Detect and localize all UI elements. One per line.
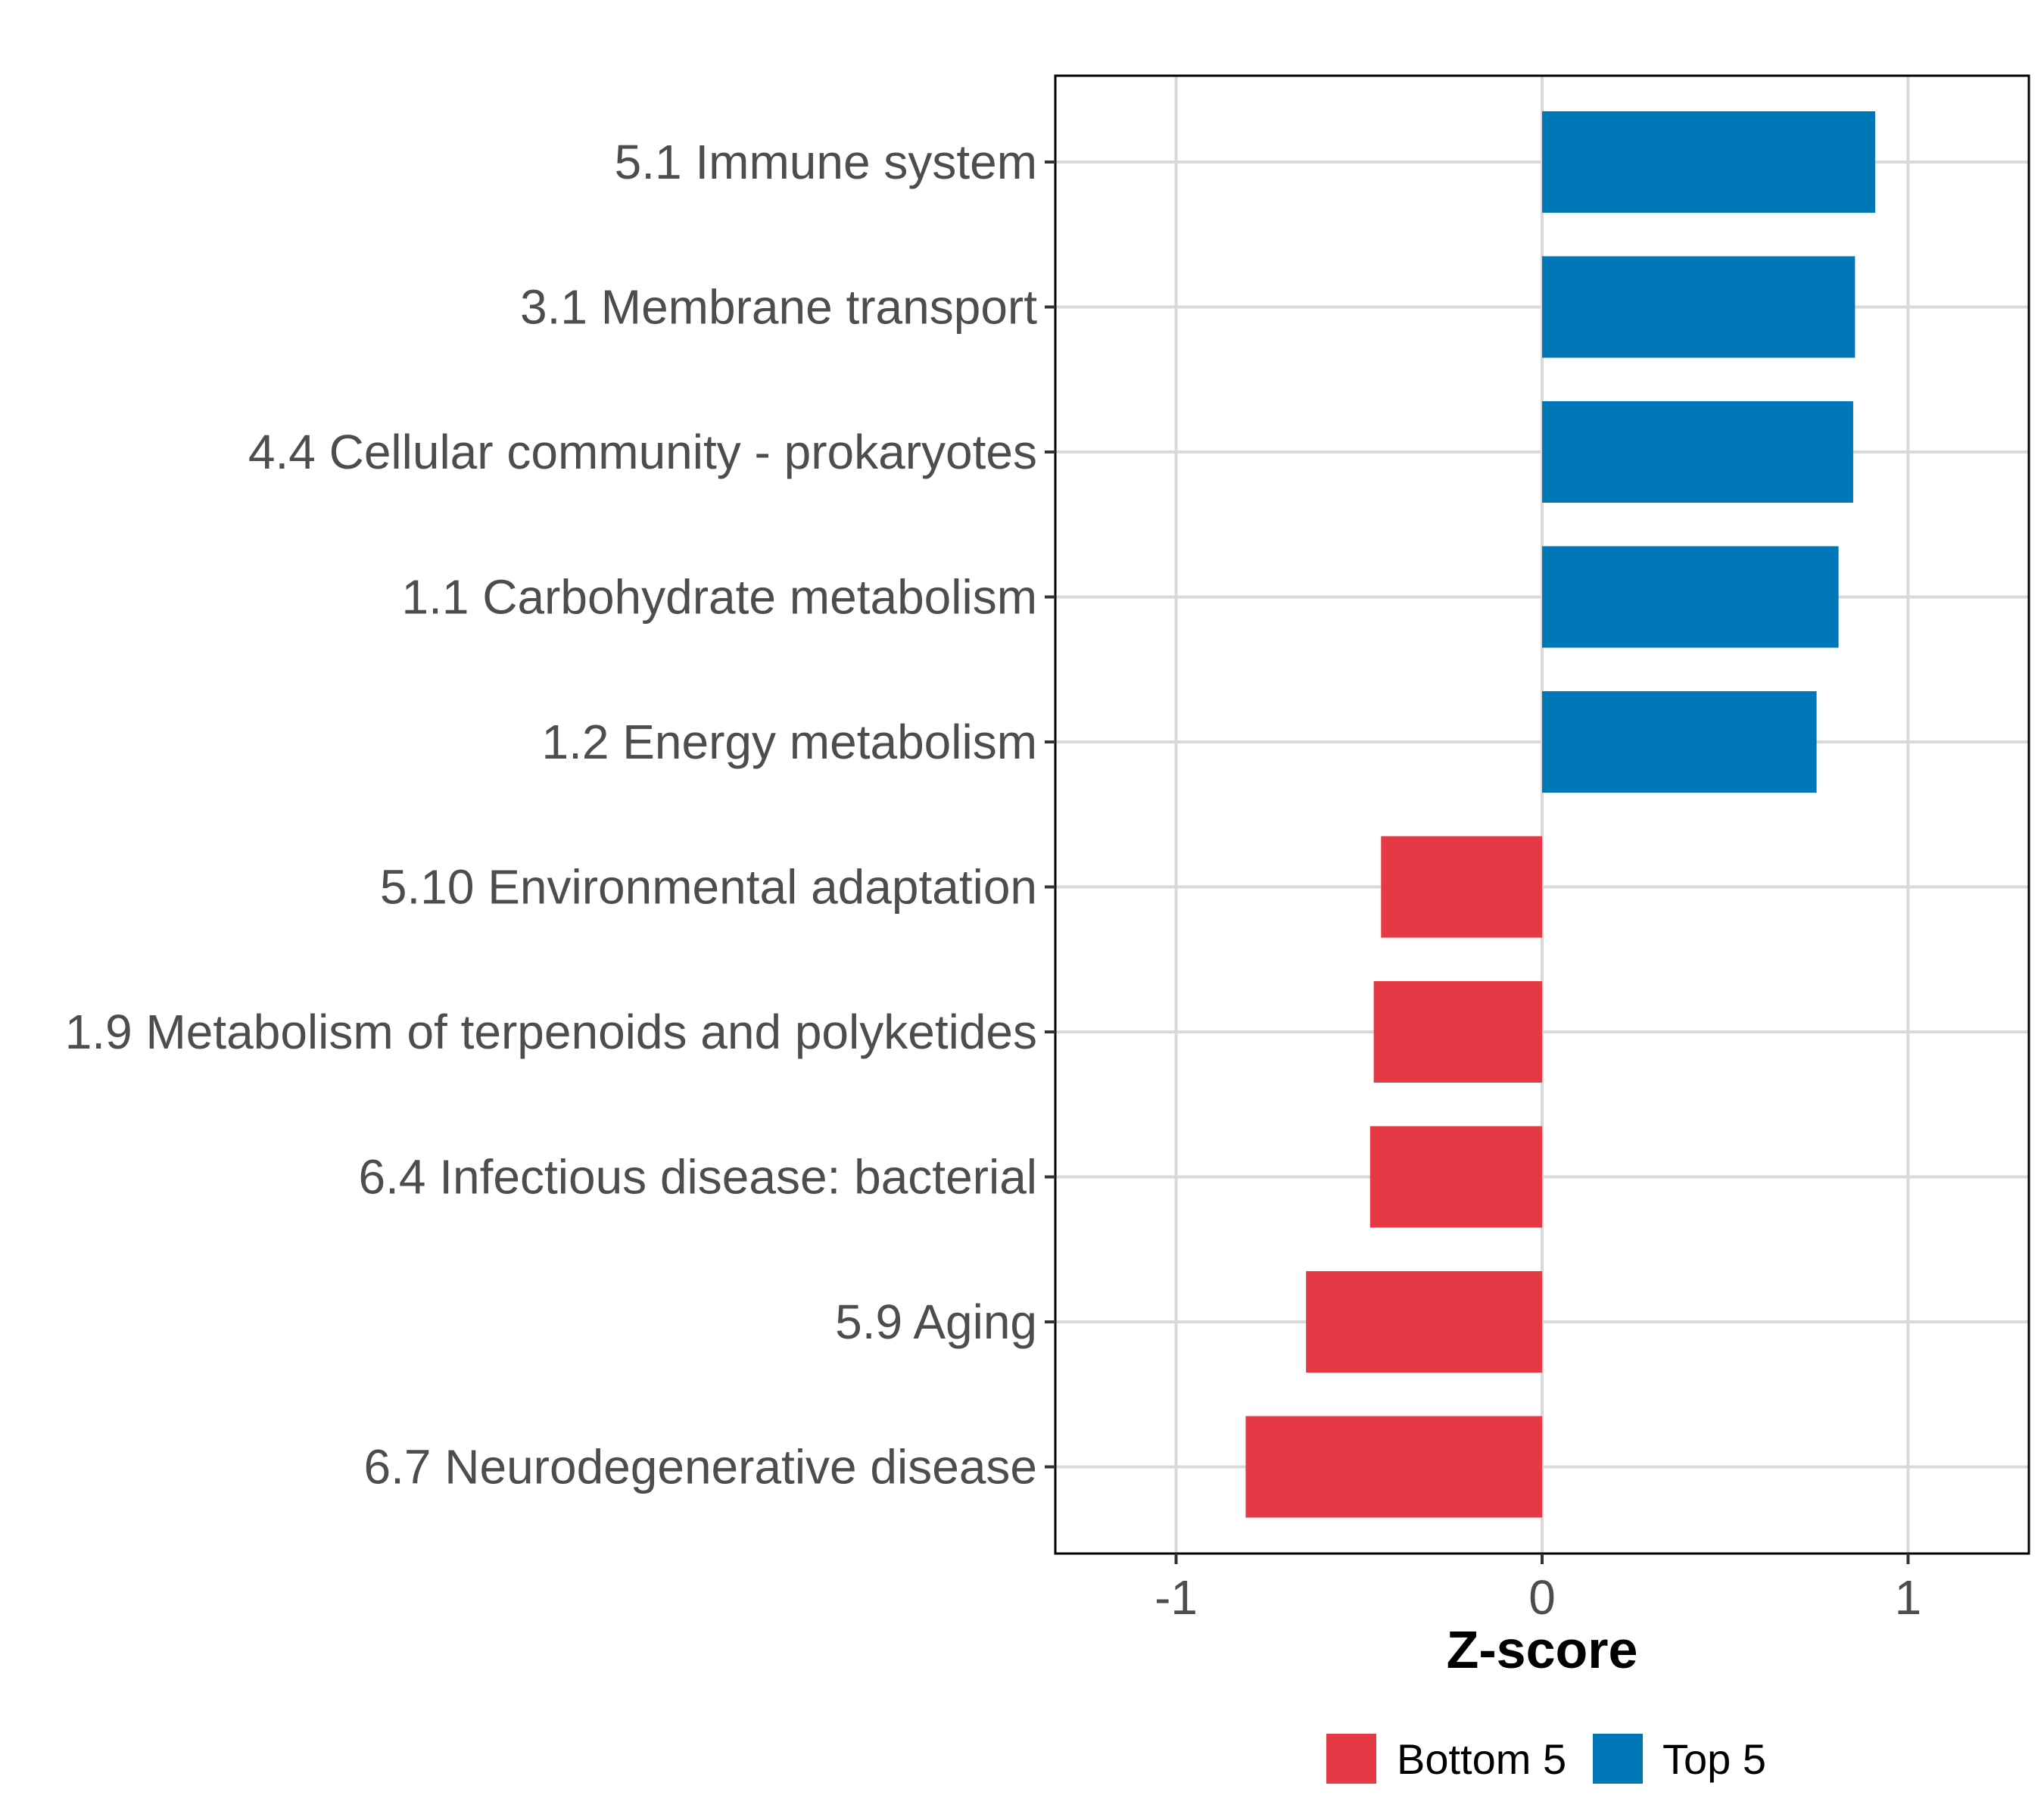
bar-2 xyxy=(1542,256,1855,358)
legend-swatch-1 xyxy=(1326,1734,1376,1784)
legend-label-2: Top 5 xyxy=(1662,1735,1766,1783)
y-tick-label-4: 1.1 Carbohydrate metabolism xyxy=(401,570,1037,625)
y-axis: 5.1 Immune system 3.1 Membrane transport 4… xyxy=(65,135,1055,1494)
x-tick-label-2: 1 xyxy=(1895,1570,1922,1625)
legend: Bottom 5 Top 5 xyxy=(1326,1734,1766,1784)
x-axis-title: Z-score xyxy=(1447,1620,1638,1679)
y-tick-label-6: 5.10 Environmental adaptation xyxy=(380,860,1037,915)
bar-3 xyxy=(1542,401,1853,503)
y-tick-label-1: 5.1 Immune system xyxy=(615,135,1037,189)
bar-10 xyxy=(1245,1416,1542,1518)
y-tick-label-7: 1.9 Metabolism of terpenoids and polyket… xyxy=(65,1005,1037,1059)
bar-9 xyxy=(1306,1271,1542,1373)
x-tick-label-1: 0 xyxy=(1528,1570,1556,1625)
y-tick-label-3: 4.4 Cellular community - prokaryotes xyxy=(248,425,1037,479)
bar-5 xyxy=(1542,691,1817,793)
y-tick-label-9: 5.9 Aging xyxy=(835,1295,1037,1349)
y-tick-label-10: 6.7 Neurodegenerative disease xyxy=(364,1440,1038,1494)
x-tick-label-0: -1 xyxy=(1154,1570,1198,1625)
bars xyxy=(1245,111,1875,1518)
bar-7 xyxy=(1373,981,1542,1083)
y-tick-label-5: 1.2 Energy metabolism xyxy=(541,715,1037,769)
legend-label-1: Bottom 5 xyxy=(1397,1735,1566,1783)
legend-swatch-2 xyxy=(1593,1734,1643,1784)
bar-6 xyxy=(1381,836,1542,938)
bar-4 xyxy=(1542,546,1839,648)
y-tick-label-2: 3.1 Membrane transport xyxy=(520,280,1037,335)
bar-8 xyxy=(1369,1126,1542,1228)
bar-1 xyxy=(1542,111,1875,213)
y-tick-label-8: 6.4 Infectious disease: bacterial xyxy=(358,1150,1037,1205)
x-axis: -1 0 1 xyxy=(1154,1554,1921,1625)
